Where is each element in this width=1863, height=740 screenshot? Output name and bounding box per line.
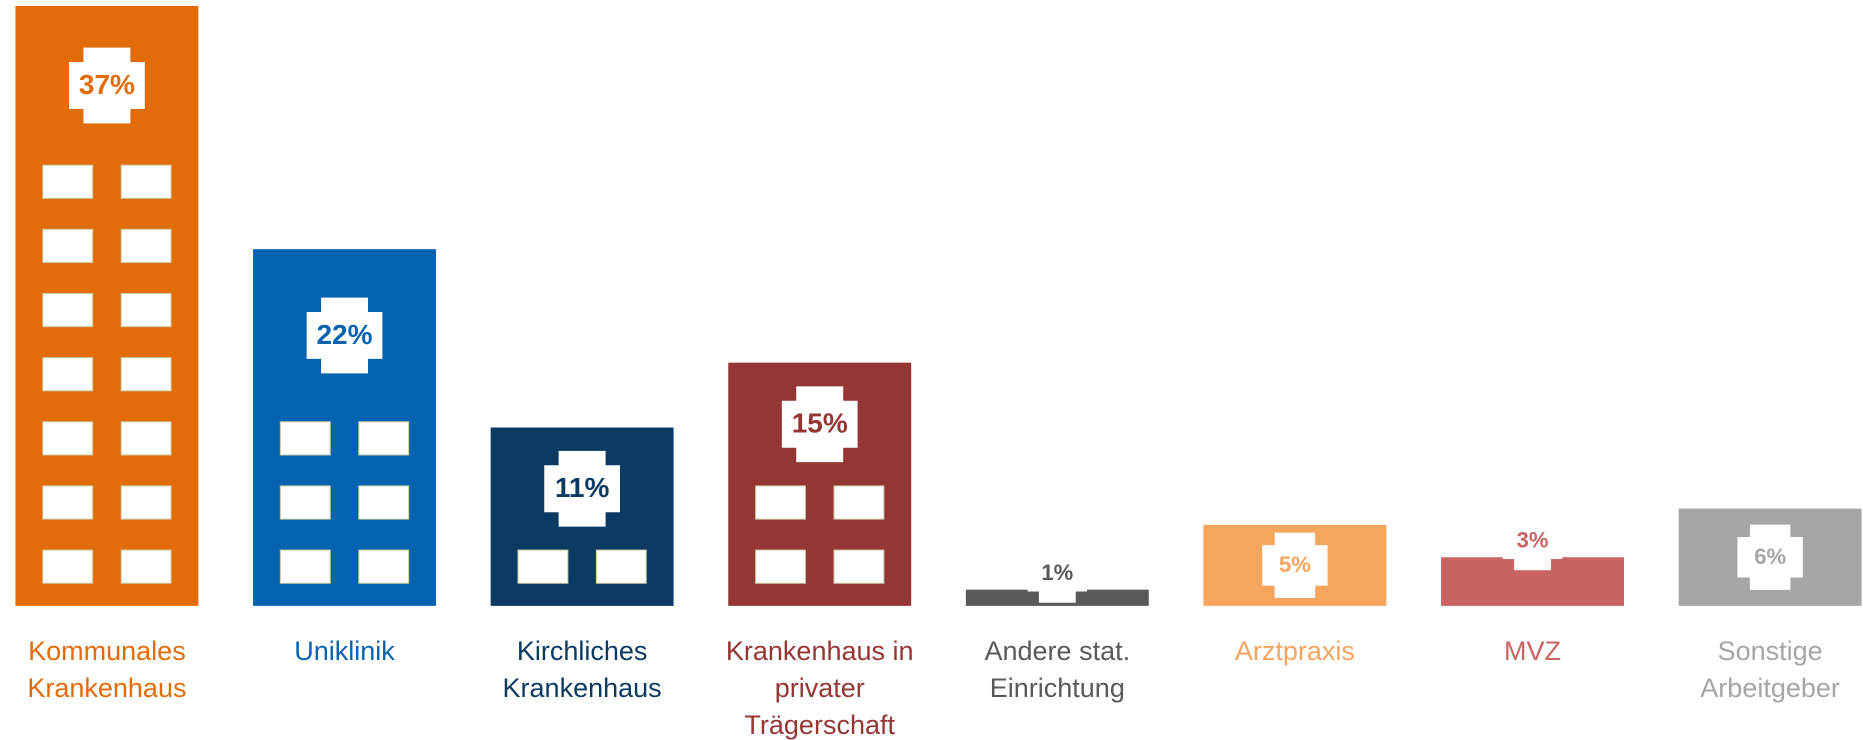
window — [120, 549, 172, 584]
category-label: Krankenhaus in privater Trägerschaft — [725, 636, 914, 740]
cross-icon — [544, 450, 620, 527]
window — [358, 549, 410, 584]
window — [42, 228, 94, 264]
window — [120, 357, 172, 392]
value-label: 3% — [1517, 527, 1549, 552]
cross-icon — [306, 297, 383, 374]
window — [279, 485, 331, 520]
window — [120, 228, 172, 264]
window — [279, 549, 331, 584]
window — [595, 549, 647, 584]
category-label: MVZ — [1504, 636, 1561, 667]
value-label: 1% — [1041, 560, 1073, 585]
category-label: Arztpraxis — [1234, 636, 1355, 667]
value-label: 37% — [79, 69, 135, 100]
category-label: Kommunales Krankenhaus — [27, 636, 187, 704]
cross-icon — [1027, 543, 1088, 603]
window — [833, 485, 885, 520]
window — [42, 357, 94, 392]
window — [42, 421, 94, 456]
window — [358, 485, 410, 520]
category-label: Sonstige Arbeitgeber — [1700, 636, 1840, 704]
window — [120, 421, 172, 456]
cross-icon — [1262, 532, 1328, 599]
window — [120, 292, 172, 328]
cross-icon — [69, 47, 145, 124]
window — [279, 421, 331, 456]
value-label: 15% — [792, 408, 848, 439]
window — [120, 485, 172, 520]
window — [42, 549, 94, 584]
value-label: 6% — [1754, 544, 1786, 569]
window — [755, 485, 806, 520]
category-label: Kirchliches Krankenhaus — [502, 636, 662, 704]
category-label: Andere stat. Einrichtung — [984, 636, 1131, 704]
value-label: 5% — [1279, 552, 1311, 577]
window — [120, 164, 172, 199]
cross-icon — [781, 386, 858, 463]
window — [833, 549, 885, 584]
value-label: 22% — [316, 319, 372, 350]
window — [755, 549, 806, 584]
category-label: Uniklinik — [294, 636, 395, 667]
value-label: 11% — [555, 472, 610, 503]
window — [517, 549, 569, 584]
window — [42, 164, 94, 199]
cross-icon — [1502, 510, 1563, 571]
window — [358, 421, 410, 456]
window — [42, 292, 94, 328]
window — [42, 485, 94, 520]
cross-icon — [1737, 524, 1803, 590]
